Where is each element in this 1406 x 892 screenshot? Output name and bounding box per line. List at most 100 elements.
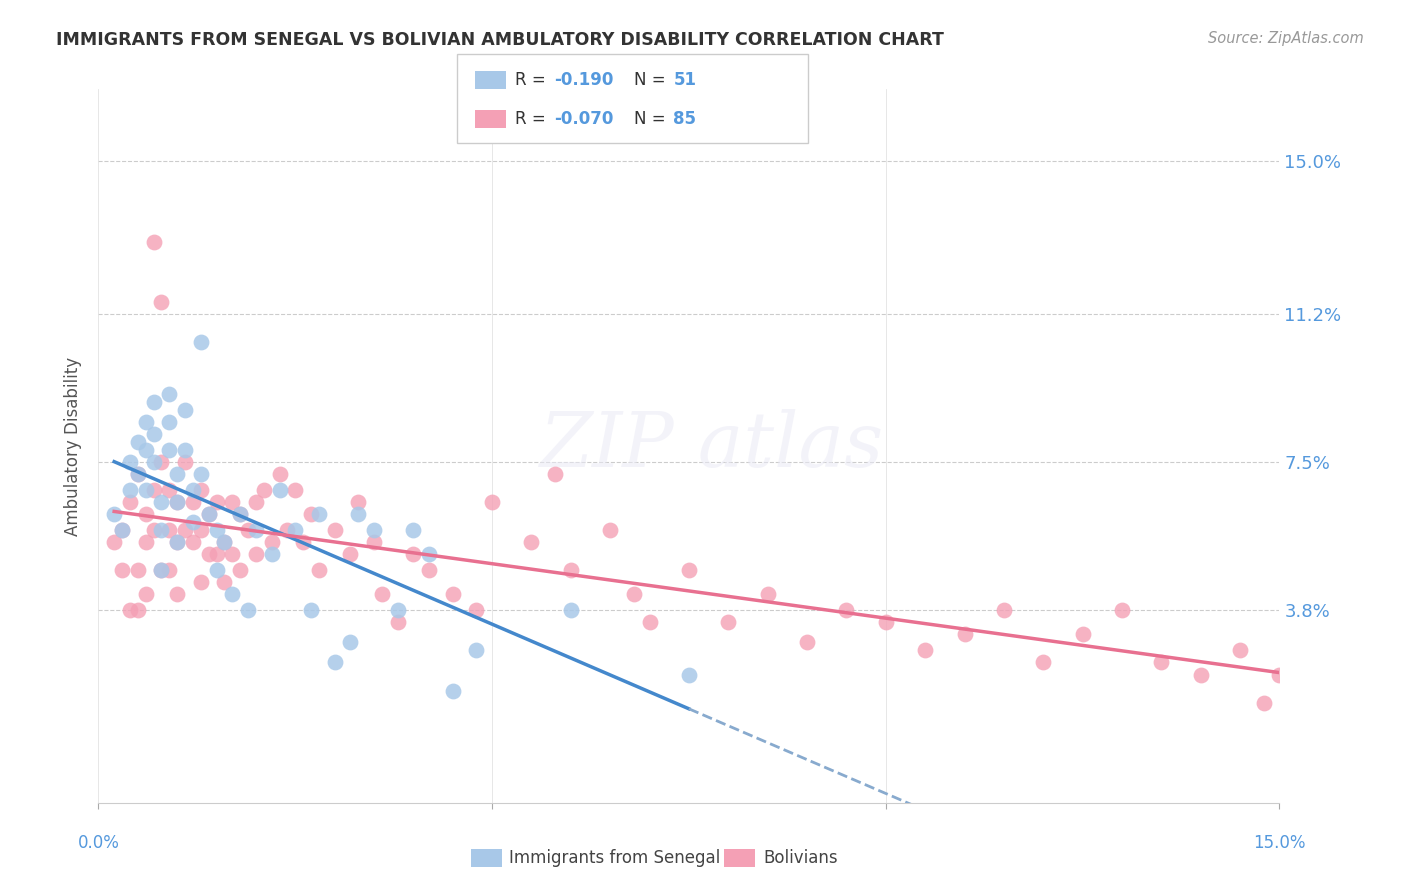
Point <box>214 535 236 549</box>
Point <box>717 615 740 630</box>
Point <box>103 507 125 521</box>
Point <box>127 603 149 617</box>
Point <box>135 587 157 601</box>
Point <box>229 507 252 521</box>
Point <box>135 483 157 497</box>
Point <box>190 467 212 481</box>
Point <box>236 603 259 617</box>
Point <box>544 467 567 481</box>
Point <box>835 603 858 617</box>
Point <box>127 467 149 481</box>
Point <box>127 435 149 450</box>
Point <box>205 495 228 509</box>
Point <box>269 467 291 481</box>
Text: ZIP atlas: ZIP atlas <box>540 409 884 483</box>
Point <box>253 483 276 497</box>
Point <box>245 523 267 537</box>
Point <box>441 587 464 601</box>
Point <box>1268 667 1291 681</box>
Point <box>387 603 409 617</box>
Text: 85: 85 <box>673 110 696 128</box>
Point <box>205 547 228 561</box>
Point <box>166 535 188 549</box>
Point <box>299 603 322 617</box>
Point <box>118 483 141 497</box>
Point <box>229 507 252 521</box>
Point <box>157 415 180 429</box>
Point <box>347 495 370 509</box>
Point <box>308 563 330 577</box>
Point <box>441 683 464 698</box>
Point <box>236 523 259 537</box>
Text: Source: ZipAtlas.com: Source: ZipAtlas.com <box>1208 31 1364 46</box>
Point <box>371 587 394 601</box>
Point <box>638 615 661 630</box>
Text: R =: R = <box>515 71 551 89</box>
Point <box>229 563 252 577</box>
Text: -0.190: -0.190 <box>554 71 613 89</box>
Point <box>157 523 180 537</box>
Y-axis label: Ambulatory Disability: Ambulatory Disability <box>65 357 83 535</box>
Point <box>181 483 204 497</box>
Point <box>190 523 212 537</box>
Point <box>166 495 188 509</box>
Text: Bolivians: Bolivians <box>763 849 838 867</box>
Text: N =: N = <box>634 110 671 128</box>
Point <box>1253 696 1275 710</box>
Point <box>166 495 188 509</box>
Point <box>402 547 425 561</box>
Point <box>245 547 267 561</box>
Point <box>347 507 370 521</box>
Point <box>560 603 582 617</box>
Point <box>520 535 543 549</box>
Point <box>150 523 173 537</box>
Point <box>260 547 283 561</box>
Point <box>214 535 236 549</box>
Point <box>678 563 700 577</box>
Point <box>599 523 621 537</box>
Point <box>953 627 976 641</box>
Point <box>111 563 134 577</box>
Point <box>756 587 779 601</box>
Text: IMMIGRANTS FROM SENEGAL VS BOLIVIAN AMBULATORY DISABILITY CORRELATION CHART: IMMIGRANTS FROM SENEGAL VS BOLIVIAN AMBU… <box>56 31 943 49</box>
Point <box>174 455 197 469</box>
Text: Immigrants from Senegal: Immigrants from Senegal <box>509 849 720 867</box>
Point <box>339 547 361 561</box>
Point <box>914 643 936 657</box>
Point <box>269 483 291 497</box>
Point <box>221 547 243 561</box>
Point <box>402 523 425 537</box>
Point <box>197 507 219 521</box>
Point <box>157 387 180 401</box>
Point <box>157 563 180 577</box>
Point <box>363 523 385 537</box>
Point <box>481 495 503 509</box>
Point <box>623 587 645 601</box>
Point <box>118 455 141 469</box>
Point <box>1150 656 1173 670</box>
Point <box>387 615 409 630</box>
Point <box>135 535 157 549</box>
Point <box>111 523 134 537</box>
Point <box>214 575 236 590</box>
Point <box>181 515 204 529</box>
Point <box>292 535 315 549</box>
Point <box>166 467 188 481</box>
Point <box>150 495 173 509</box>
Point <box>174 442 197 457</box>
Point <box>157 442 180 457</box>
Point <box>190 575 212 590</box>
Point <box>135 442 157 457</box>
Point <box>181 495 204 509</box>
Point <box>465 603 488 617</box>
Text: 0.0%: 0.0% <box>77 834 120 852</box>
Point <box>1189 667 1212 681</box>
Point <box>276 523 298 537</box>
Point <box>135 415 157 429</box>
Point <box>157 483 180 497</box>
Point <box>118 495 141 509</box>
Point <box>339 635 361 649</box>
Point <box>260 535 283 549</box>
Point <box>418 547 440 561</box>
Point <box>205 563 228 577</box>
